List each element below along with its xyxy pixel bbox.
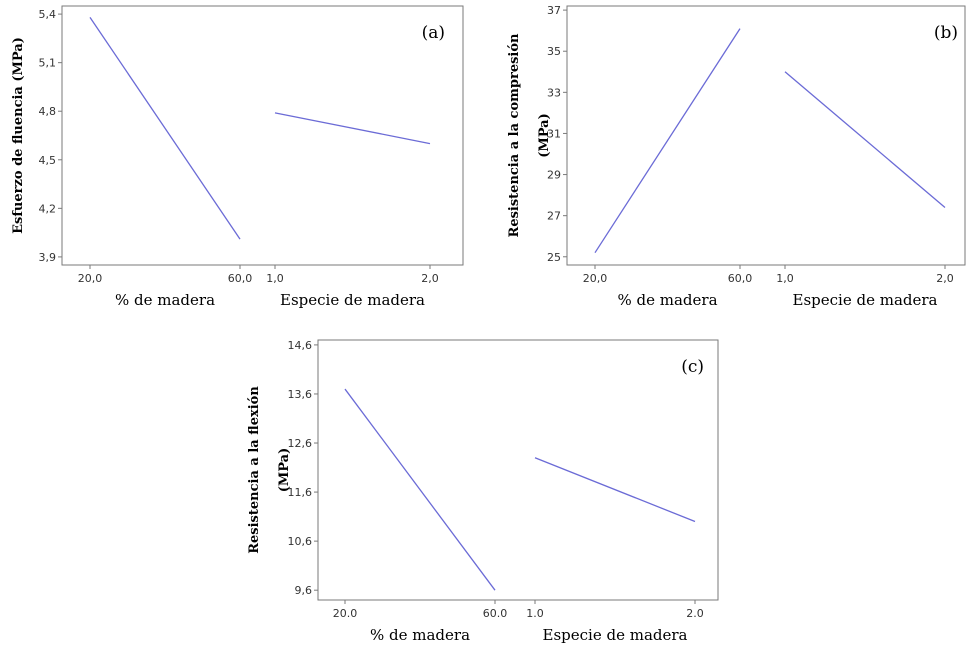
x-tick-label: 20.0	[333, 607, 358, 620]
x-tick-label: 1,0	[776, 272, 794, 285]
y-tick-label: 29	[547, 169, 561, 182]
y-tick-label: 33	[547, 86, 561, 99]
x-tick-label: 1,0	[266, 272, 284, 285]
y-tick-label: 31	[547, 127, 561, 140]
y-axis-label-unit: (MPa)	[537, 113, 552, 158]
plot-frame	[317, 339, 719, 601]
y-tick-label: 14,6	[288, 339, 313, 352]
y-axis-label: Resistencia a la flexión	[247, 386, 262, 554]
y-tick-label: 4,2	[39, 202, 57, 215]
y-tick-label: 12,6	[288, 437, 313, 450]
x-axis-label: Especie de madera	[793, 291, 938, 309]
x-tick-label: 60,0	[728, 272, 753, 285]
x-axis-label: % de madera	[617, 291, 717, 309]
y-tick-label: 25	[547, 251, 561, 264]
panel-label: (a)	[422, 23, 445, 43]
x-axis-label: % de madera	[115, 291, 215, 309]
x-axis-label: % de madera	[370, 626, 470, 644]
chart-panel-a: 3,9 4,2 4,5 4,8 5,1 5,4 20,0 60,0 % de madera 1,0…	[11, 5, 464, 309]
y-tick-label: 9,6	[295, 584, 313, 597]
y-tick-label: 4,8	[39, 105, 57, 118]
y-tick-label: 27	[547, 210, 561, 223]
y-axis-label: Resistencia a la compresión	[507, 33, 522, 237]
y-tick-label: 3,9	[39, 251, 57, 264]
y-tick-label: 4,5	[39, 154, 57, 167]
y-tick-label: 13,6	[288, 388, 313, 401]
main-effect-line-wood-species	[274, 112, 431, 145]
main-effect-line-wood-percent	[344, 388, 496, 591]
x-tick-label: 60.0	[483, 607, 508, 620]
panel-label: (c)	[681, 357, 704, 377]
plot-frame	[61, 5, 464, 266]
y-tick-label: 5,4	[39, 8, 57, 21]
x-tick-label: 1.0	[526, 607, 544, 620]
y-tick-label: 5,1	[39, 57, 57, 70]
main-effect-line-wood-species	[784, 71, 946, 208]
y-tick-label: 11,6	[288, 486, 313, 499]
y-tick-label: 10,6	[288, 535, 313, 548]
chart-panel-c: 9,6 10,6 11,6 12,6 13,6 14,6 20.0 60.0 % de made…	[247, 339, 719, 644]
main-effect-line-wood-percent	[89, 16, 241, 240]
plot-frame	[566, 5, 966, 266]
x-tick-label: 2,0	[421, 272, 439, 285]
main-effect-line-wood-percent	[594, 28, 741, 254]
main-effect-line-wood-species	[534, 457, 696, 523]
x-tick-label: 2.0	[686, 607, 704, 620]
x-axis-label: Especie de madera	[280, 291, 425, 309]
x-tick-label: 20,0	[78, 272, 103, 285]
x-tick-label: 2,0	[936, 272, 954, 285]
chart-panel-b: 25 27 29 31 33 35 37 20,0 60,0 % de madera 1,0 2,0 E…	[507, 4, 966, 309]
x-tick-label: 60,0	[228, 272, 253, 285]
y-tick-label: 37	[547, 4, 561, 17]
x-tick-label: 20,0	[583, 272, 608, 285]
y-tick-label: 35	[547, 45, 561, 58]
x-axis-label: Especie de madera	[543, 626, 688, 644]
y-axis-label-unit: (MPa)	[277, 448, 292, 493]
panel-label: (b)	[934, 23, 958, 43]
y-axis-label: Esfuerzo de fluencia (MPa)	[11, 37, 26, 234]
